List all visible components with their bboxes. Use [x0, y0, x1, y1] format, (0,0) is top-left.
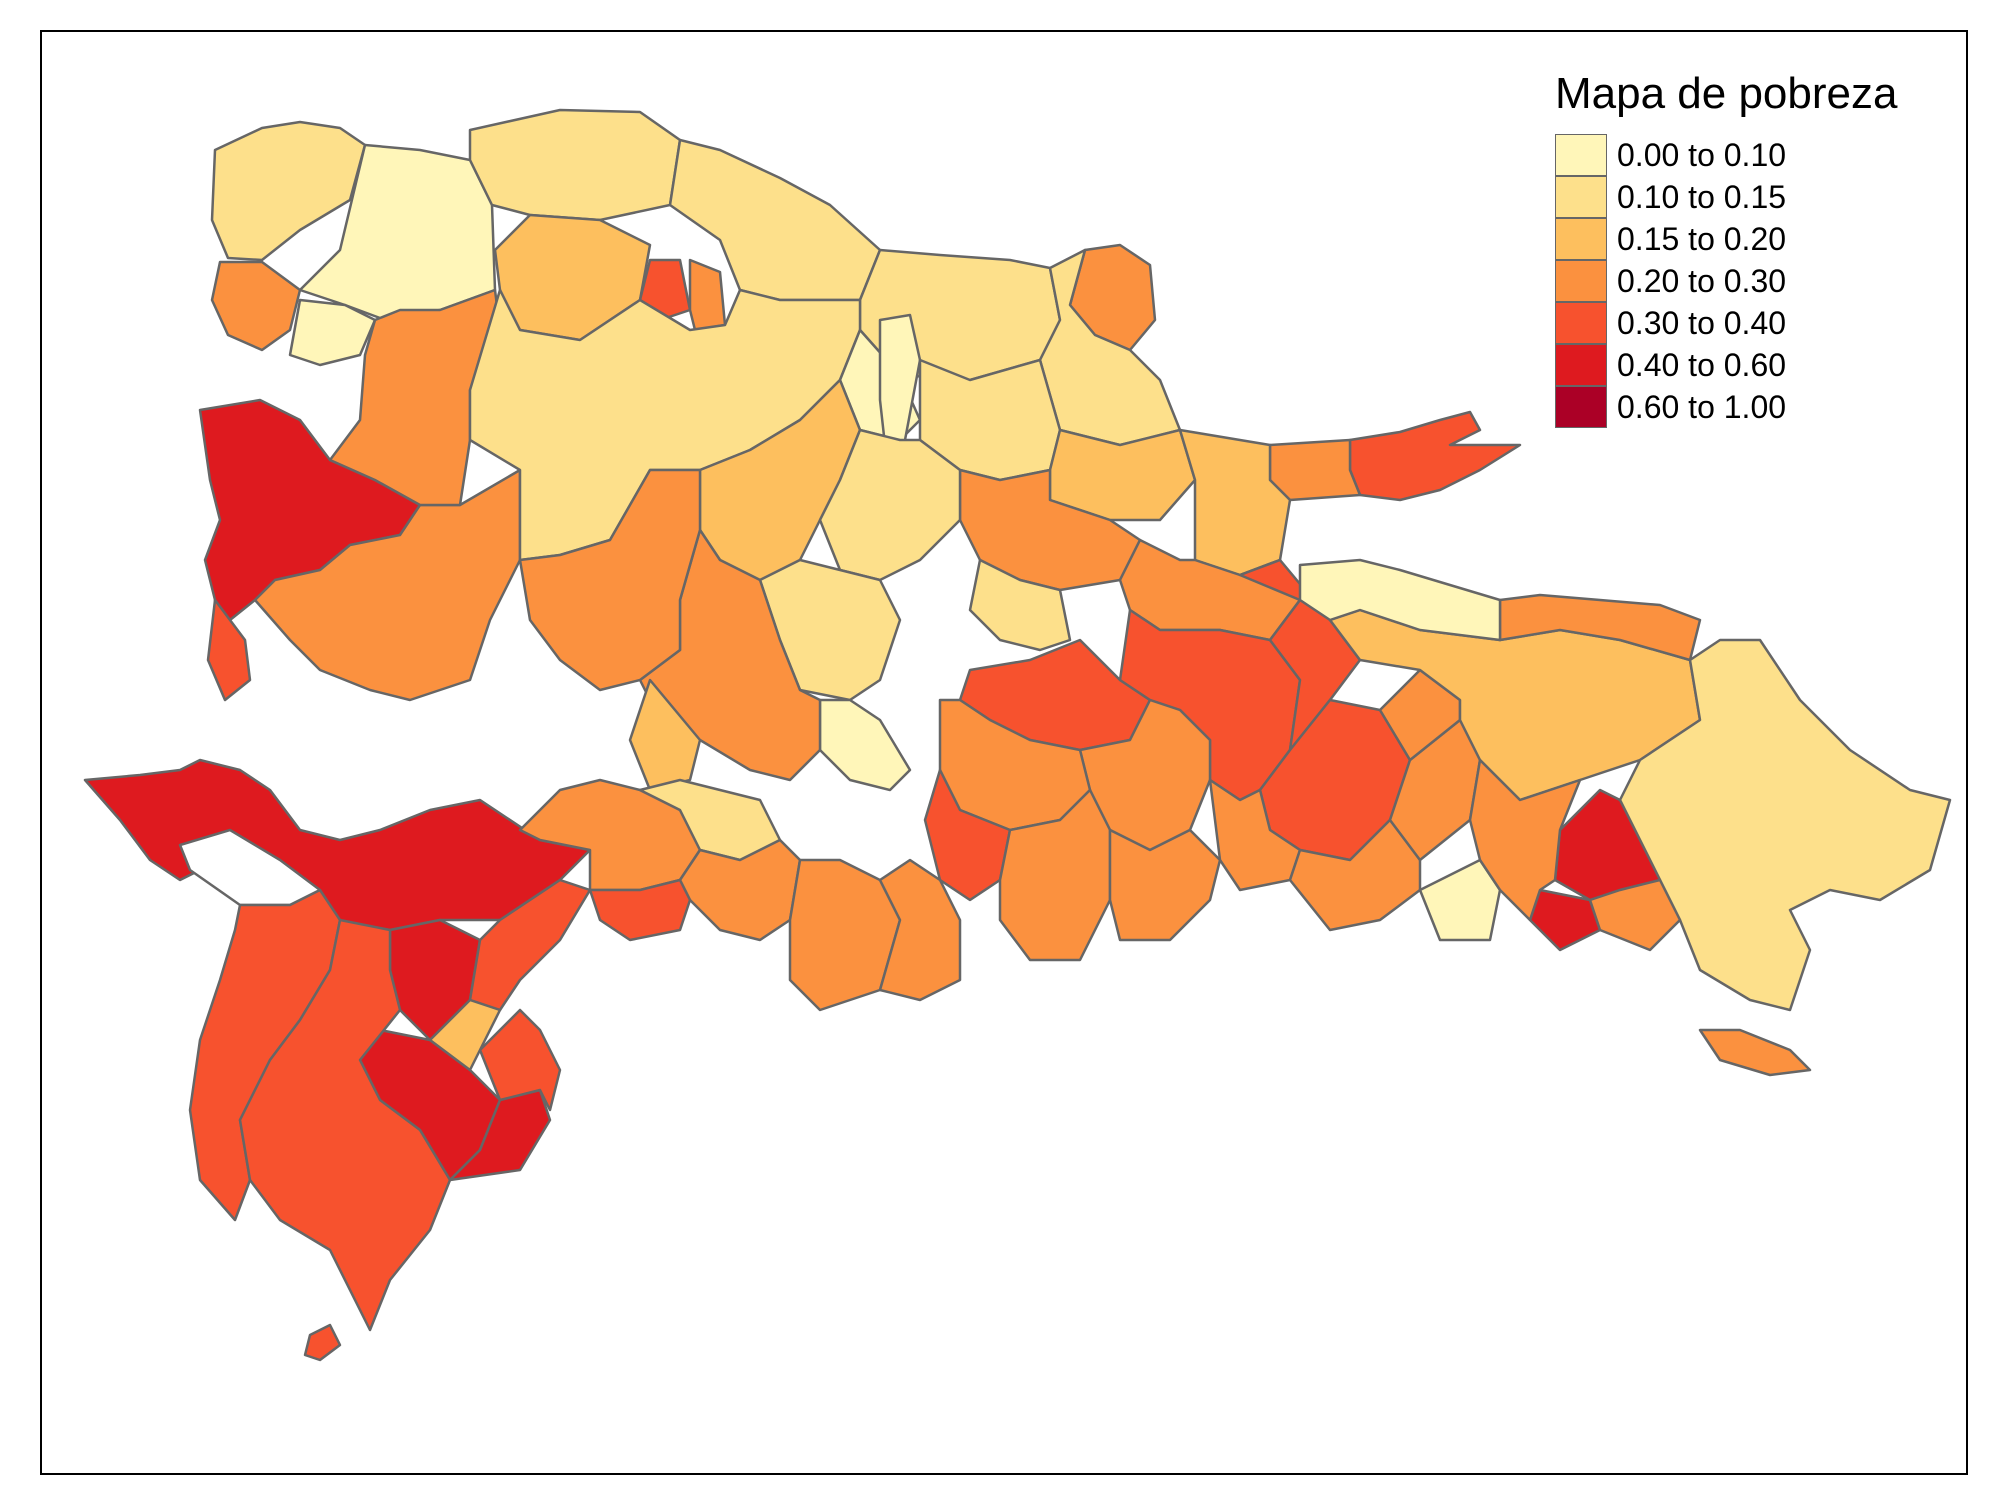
region-west-central[interactable] [253, 468, 522, 702]
legend-item: 0.10 to 0.15 [1555, 176, 1897, 219]
legend-item: 0.20 to 0.30 [1555, 260, 1897, 303]
legend-swatch [1555, 302, 1607, 345]
legend-label: 0.30 to 0.40 [1617, 304, 1787, 341]
legend-item: 0.15 to 0.20 [1555, 218, 1897, 261]
region-sc-orange-h[interactable] [1108, 828, 1222, 942]
legend-swatch [1555, 176, 1607, 219]
region-sw-orange-coast[interactable] [428, 998, 502, 1072]
region-west-inland-north[interactable] [328, 288, 502, 507]
region-sc-orange-g[interactable] [998, 788, 1112, 962]
legend-label: 0.40 to 0.60 [1617, 346, 1787, 383]
legend-swatch [1555, 260, 1607, 303]
region-south-coast-orange-d[interactable] [878, 858, 962, 1002]
region-west-south-inner[interactable] [518, 468, 702, 692]
legend-label: 0.60 to 1.00 [1617, 388, 1787, 425]
legend-label: 0.00 to 0.10 [1617, 136, 1787, 173]
legend-label: 0.20 to 0.30 [1617, 262, 1787, 299]
legend-label: 0.10 to 0.15 [1617, 178, 1787, 215]
region-samana-base[interactable] [1268, 438, 1362, 502]
legend-item: 0.60 to 1.00 [1555, 386, 1897, 429]
legend-label: 0.15 to 0.20 [1617, 220, 1787, 257]
region-north-coast-a[interactable] [468, 108, 682, 222]
region-samana[interactable] [1348, 410, 1522, 502]
region-beata-island[interactable] [303, 1323, 342, 1362]
region-east-north-coast[interactable] [1498, 593, 1702, 662]
map-legend: Mapa de pobreza 0.00 to 0.10 0.10 to 0.15… [1555, 69, 1898, 429]
region-east-upper-light[interactable] [1298, 558, 1502, 642]
legend-swatch [1555, 218, 1607, 261]
legend-title: Mapa de pobreza [1555, 69, 1898, 118]
region-nw-coast[interactable] [210, 120, 367, 262]
region-sw-orange-f[interactable] [478, 1008, 562, 1112]
region-center-south-whitish[interactable] [818, 698, 912, 792]
region-sw-peninsula[interactable] [238, 918, 452, 1332]
region-monte-cristi[interactable] [210, 260, 302, 352]
region-south-coast-orange-b[interactable] [588, 878, 692, 942]
legend-items: 0.00 to 0.10 0.10 to 0.15 0.15 to 0.20 0.20… [1555, 134, 1897, 429]
legend-swatch [1555, 386, 1607, 429]
legend-swatch [1555, 134, 1607, 177]
region-saona-island[interactable] [1698, 1028, 1812, 1077]
legend-item: 0.40 to 0.60 [1555, 344, 1897, 387]
region-ne-coast[interactable] [1038, 248, 1182, 447]
region-west-border-mid[interactable] [206, 598, 252, 702]
region-sc-red-f[interactable] [923, 768, 1012, 902]
legend-swatch [1555, 344, 1607, 387]
legend-item: 0.00 to 0.10 [1555, 134, 1897, 177]
region-center-light-d[interactable] [968, 558, 1072, 652]
legend-item: 0.30 to 0.40 [1555, 302, 1897, 345]
region-east-light-pocket[interactable] [1418, 858, 1502, 942]
region-north-pocket-b[interactable] [688, 258, 727, 332]
region-nw-inland[interactable] [288, 298, 377, 367]
region-east-orange-n[interactable] [1468, 758, 1582, 922]
region-sw-red-coast[interactable] [83, 758, 592, 932]
region-north-pocket[interactable] [638, 258, 692, 322]
region-east-orange-pocket[interactable] [1588, 878, 1682, 952]
